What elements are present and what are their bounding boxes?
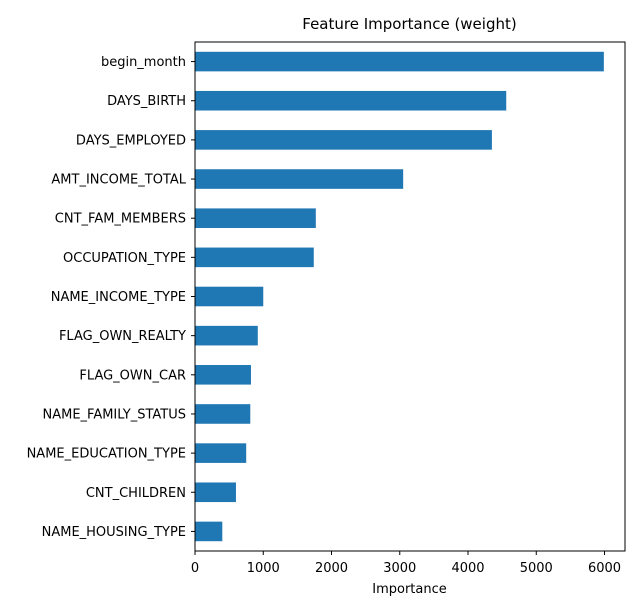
y-tick-label: FLAG_OWN_REALTY xyxy=(59,329,186,344)
bar-name-housing-type xyxy=(195,521,223,542)
x-tick-label: 0 xyxy=(191,561,199,576)
chart-title: Feature Importance (weight) xyxy=(302,15,516,33)
bar-name-education-type xyxy=(195,443,247,463)
x-tick-label: 4000 xyxy=(451,561,484,576)
y-tick-label: CNT_FAM_MEMBERS xyxy=(55,212,186,227)
y-tick-label: CNT_CHILDREN xyxy=(86,486,186,501)
x-tick-label: 3000 xyxy=(383,561,416,576)
x-axis-ticks: 0 1000 2000 3000 4000 5000 6000 xyxy=(191,551,621,576)
y-tick-label: begin_month xyxy=(101,55,186,70)
y-tick-label: NAME_HOUSING_TYPE xyxy=(42,525,186,540)
bar-days-birth xyxy=(195,90,507,111)
y-tick-label: DAYS_BIRTH xyxy=(107,94,186,109)
bar-begin-month xyxy=(195,51,604,72)
y-tick-label: NAME_INCOME_TYPE xyxy=(51,290,186,305)
y-tick-label: DAYS_EMPLOYED xyxy=(76,133,186,148)
bar-days-employed xyxy=(195,130,492,150)
bar-cnt-fam-members xyxy=(195,208,316,228)
bar-name-income-type xyxy=(195,286,264,307)
plot-frame xyxy=(194,41,626,552)
x-tick-label: 5000 xyxy=(520,561,553,576)
x-tick-label: 2000 xyxy=(315,561,348,576)
bar-occupation-type xyxy=(195,247,314,268)
bar-cnt-children xyxy=(195,482,236,503)
y-tick-label: AMT_INCOME_TOTAL xyxy=(51,173,186,188)
y-axis-ticks: begin_month DAYS_BIRTH DAYS_EMPLOYED AMT_IN… xyxy=(27,55,195,540)
x-tick-label: 6000 xyxy=(588,561,621,576)
bar-flag-own-realty xyxy=(195,325,258,346)
bar-amt-income-total xyxy=(195,169,404,189)
x-axis-label: Importance xyxy=(372,582,447,597)
y-tick-label: OCCUPATION_TYPE xyxy=(63,251,186,266)
y-tick-label: FLAG_OWN_CAR xyxy=(79,368,186,383)
y-tick-label: NAME_FAMILY_STATUS xyxy=(42,407,186,422)
bars-group xyxy=(195,51,604,542)
bar-name-family-status xyxy=(195,404,251,424)
bar-flag-own-car xyxy=(195,365,251,385)
y-tick-label: NAME_EDUCATION_TYPE xyxy=(27,447,186,462)
x-tick-label: 1000 xyxy=(247,561,280,576)
